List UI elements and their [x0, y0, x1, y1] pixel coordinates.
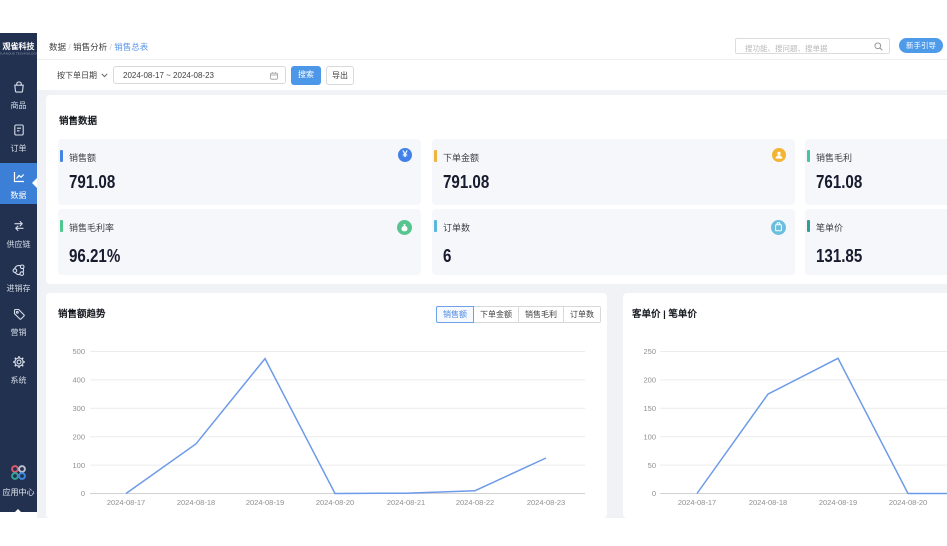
svg-text:300: 300: [72, 404, 85, 413]
svg-text:200: 200: [72, 432, 85, 441]
svg-text:400: 400: [72, 376, 85, 385]
svg-text:250: 250: [643, 347, 656, 356]
svg-text:2024-08-20: 2024-08-20: [316, 498, 354, 507]
svg-text:2024-08-18: 2024-08-18: [749, 498, 787, 507]
svg-text:200: 200: [643, 376, 656, 385]
svg-text:50: 50: [648, 461, 656, 470]
svg-text:100: 100: [643, 432, 656, 441]
svg-text:2024-08-20: 2024-08-20: [889, 498, 927, 507]
svg-text:2024-08-22: 2024-08-22: [456, 498, 494, 507]
svg-text:2024-08-21: 2024-08-21: [387, 498, 425, 507]
svg-text:0: 0: [81, 489, 85, 498]
svg-text:2024-08-18: 2024-08-18: [177, 498, 215, 507]
svg-text:2024-08-19: 2024-08-19: [819, 498, 857, 507]
svg-text:2024-08-17: 2024-08-17: [107, 498, 145, 507]
svg-text:2024-08-19: 2024-08-19: [246, 498, 284, 507]
svg-text:0: 0: [652, 489, 656, 498]
svg-text:2024-08-23: 2024-08-23: [527, 498, 565, 507]
svg-text:2024-08-17: 2024-08-17: [678, 498, 716, 507]
svg-text:500: 500: [72, 347, 85, 356]
svg-text:100: 100: [72, 461, 85, 470]
svg-text:150: 150: [643, 404, 656, 413]
